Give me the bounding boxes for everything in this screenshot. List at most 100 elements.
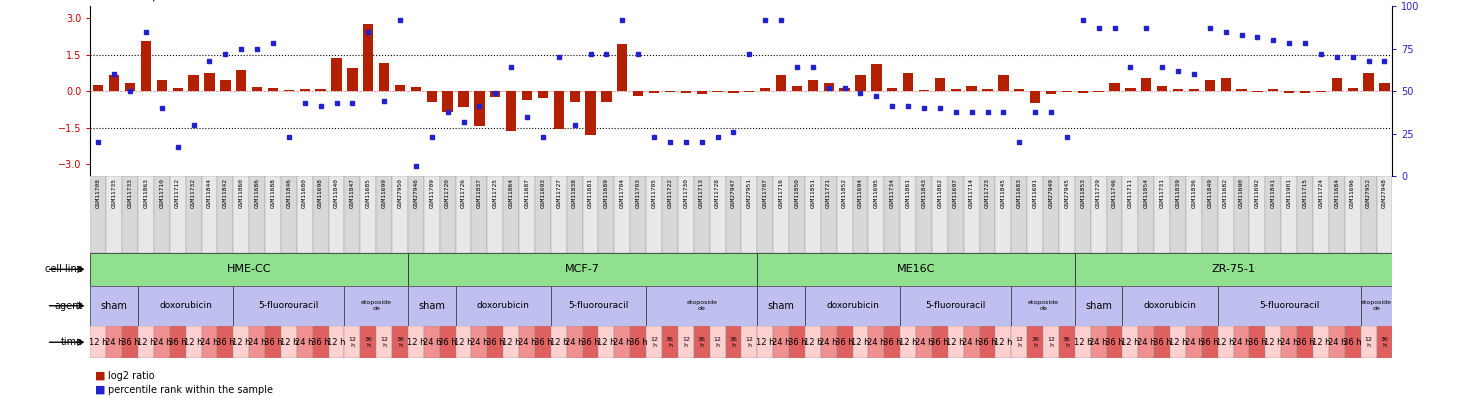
Text: 12 h: 12 h [803,338,822,347]
Text: 36
h: 36 h [698,337,706,347]
Bar [900,326,916,358]
Text: MCF-7: MCF-7 [566,264,601,274]
Text: 12
h: 12 h [1365,337,1372,347]
Text: doxorubicin: doxorubicin [159,301,211,310]
Bar [932,326,948,358]
Bar [1172,89,1184,91]
Text: doxorubicin: doxorubicin [827,301,879,310]
Bar [583,176,598,253]
Text: GSM11846: GSM11846 [286,179,292,209]
Text: 12
h: 12 h [1015,337,1024,347]
Text: GSM11691: GSM11691 [1032,179,1038,209]
Bar [662,326,678,358]
Text: GSM11681: GSM11681 [588,179,593,209]
Text: 24 h: 24 h [248,338,267,347]
Bar [220,80,230,91]
Bar [392,176,408,253]
Bar [281,176,297,253]
Bar [726,326,741,358]
Bar [1236,89,1247,91]
Bar [141,41,152,91]
Bar [328,326,344,358]
Bar [169,176,185,253]
Text: 36 h: 36 h [1343,338,1362,347]
Bar [392,326,408,358]
Bar [837,326,853,358]
Text: 12 h: 12 h [137,338,155,347]
Text: GSM27951: GSM27951 [746,179,752,209]
Text: 36
h: 36 h [729,337,738,347]
Bar [951,89,961,91]
Bar [315,89,325,91]
Bar [169,326,185,358]
Bar [217,326,233,358]
Bar [1171,176,1185,253]
Bar [1126,88,1136,91]
Bar [1142,78,1152,91]
Text: 36
h: 36 h [1031,337,1040,347]
Bar [1233,176,1250,253]
Text: GSM11727: GSM11727 [557,179,561,209]
Text: 36 h: 36 h [1105,338,1124,347]
Text: etoposide
de: etoposide de [1028,301,1059,311]
Bar [554,91,564,129]
Bar [156,80,168,91]
Text: 36
h: 36 h [1381,337,1388,347]
Text: 24 h: 24 h [566,338,583,347]
Bar [440,326,455,358]
Bar [1266,326,1282,358]
Bar [757,176,773,253]
Bar [678,326,694,358]
Bar [601,91,611,102]
Bar [1252,91,1263,92]
Text: 12 h: 12 h [1121,338,1140,347]
Text: GSM11707: GSM11707 [763,179,768,209]
Bar [408,176,424,253]
Bar [1266,176,1282,253]
Bar [1315,91,1327,92]
Text: 24 h: 24 h [819,338,838,347]
Bar [853,176,869,253]
Text: GSM11703: GSM11703 [636,179,640,209]
Bar [757,286,805,326]
Bar [155,326,169,358]
Bar [1028,176,1042,253]
Bar [1075,326,1091,358]
Bar [757,326,773,358]
Text: 24 h: 24 h [1185,338,1203,347]
Text: GSM11721: GSM11721 [827,179,831,209]
Text: 24 h: 24 h [469,338,488,347]
Bar [1360,326,1376,358]
Bar [1059,176,1075,253]
Bar [299,89,311,91]
Bar [471,326,487,358]
Bar [440,176,455,253]
Bar [1012,286,1075,326]
Text: GSM11746: GSM11746 [1112,179,1117,209]
Text: GSM11722: GSM11722 [668,179,672,209]
Bar [519,176,535,253]
Bar [646,326,662,358]
Text: 36 h: 36 h [1296,338,1315,347]
Bar [713,91,723,92]
Bar [424,176,440,253]
Bar [567,176,583,253]
Text: 12 h: 12 h [1169,338,1187,347]
Text: GSM11686: GSM11686 [255,179,260,209]
Bar [1107,326,1123,358]
Bar [1075,286,1123,326]
Text: 5-fluorouracil: 5-fluorouracil [569,301,628,310]
Bar [1091,326,1107,358]
Text: GSM11714: GSM11714 [970,179,974,209]
Bar [916,176,932,253]
Text: GSM11685: GSM11685 [366,179,370,209]
Text: GSM11720: GSM11720 [445,179,451,209]
Text: 24 h: 24 h [1089,338,1108,347]
Bar [188,75,198,91]
Text: 12 h: 12 h [994,338,1013,347]
Bar [903,73,913,91]
Bar [900,176,916,253]
Text: GSM11705: GSM11705 [652,179,656,209]
Bar [983,89,993,91]
Text: 24 h: 24 h [200,338,219,347]
